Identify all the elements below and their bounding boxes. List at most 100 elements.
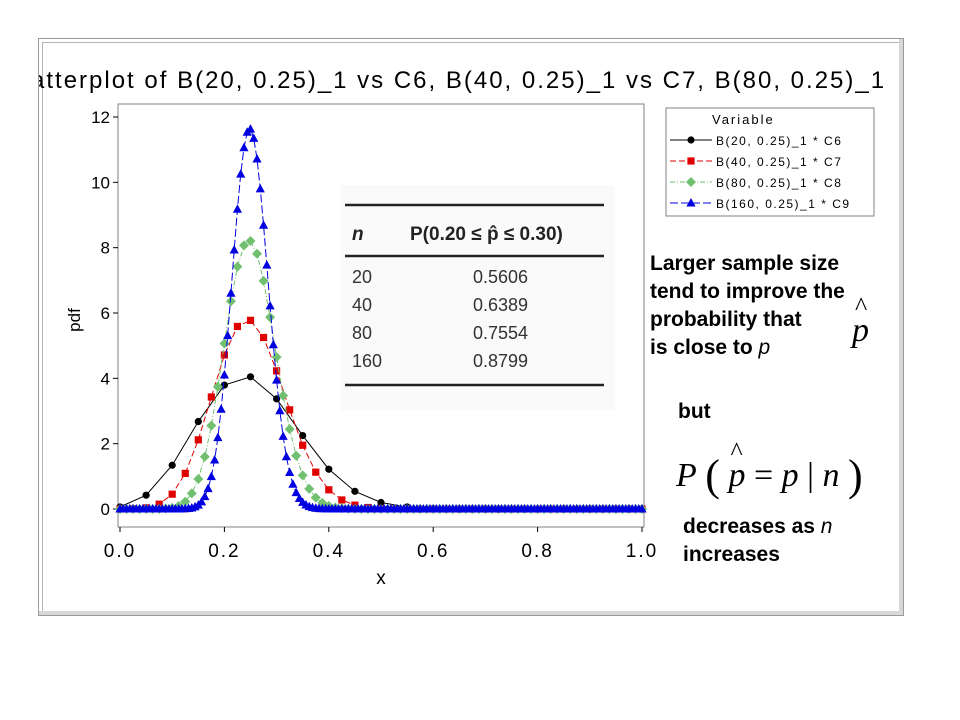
data-point-triangle	[262, 260, 272, 269]
x-tick-label: 0.4	[313, 541, 345, 562]
data-point-square	[233, 322, 242, 331]
data-point-triangle	[236, 169, 246, 178]
data-point-triangle	[291, 487, 301, 497]
data-point-diamond	[297, 470, 308, 481]
data-point-circle	[687, 136, 695, 144]
data-point-triangle	[200, 491, 210, 501]
x-axis-label: x	[376, 568, 386, 589]
data-point-diamond	[225, 296, 236, 307]
legend-entry-label: B(40, 0.25)_1 * C7	[716, 155, 842, 169]
x-tick-label: 0.0	[104, 541, 136, 562]
chart-panel-shadow-right	[899, 39, 903, 615]
annotation-line-4-var: p	[758, 336, 771, 359]
data-point-triangle	[219, 369, 229, 379]
formula-bar: |	[798, 457, 823, 494]
y-axis-label: pdf	[65, 308, 84, 332]
data-point-diamond	[304, 483, 315, 494]
data-point-triangle	[249, 133, 259, 142]
annotation-decreases: decreases as n increases	[683, 513, 832, 569]
formula-open-paren: (	[705, 451, 720, 500]
data-point-circle	[142, 491, 150, 499]
data-point-square	[194, 436, 202, 444]
formula-phat-hat: ^	[730, 437, 743, 466]
table-cell-prob: 0.5606	[473, 267, 528, 287]
table-cell-n: 20	[352, 267, 372, 287]
formula-phat: ^ p	[728, 437, 745, 495]
data-point-square	[168, 490, 176, 498]
legend-box	[665, 107, 875, 217]
legend-entry-label: B(80, 0.25)_1 * C8	[716, 176, 842, 190]
data-point-triangle	[275, 405, 285, 415]
annotation-line-2: tend to improve the	[650, 280, 845, 303]
y-tick-label: 12	[91, 108, 110, 127]
data-point-square	[259, 333, 268, 342]
x-tick-label: 0.8	[521, 541, 553, 562]
annotation-but: but	[678, 400, 711, 423]
data-point-triangle	[226, 288, 236, 297]
phat-hat: ^	[855, 292, 868, 321]
data-point-triangle	[216, 404, 226, 413]
data-point-diamond	[180, 496, 191, 507]
data-point-diamond	[252, 248, 263, 259]
probability-formula: P ( ^ p = p | n )	[676, 437, 863, 501]
table-header-prob: P(0.20 ≤ p̂ ≤ 0.30)	[410, 224, 563, 245]
y-tick-label: 8	[101, 239, 110, 258]
data-point-square	[299, 441, 307, 449]
formula-close-paren: )	[847, 451, 863, 500]
data-point-diamond	[238, 240, 249, 251]
data-point-triangle	[272, 375, 282, 384]
data-point-diamond	[686, 177, 696, 187]
phat-letter: p	[852, 312, 869, 349]
data-point-triangle	[229, 245, 239, 254]
formula-P: P	[676, 457, 697, 494]
data-point-triangle	[196, 496, 207, 506]
data-point-triangle	[223, 330, 233, 340]
legend-title: Variable	[712, 112, 775, 127]
table-header-n: n	[352, 224, 364, 245]
data-point-triangle	[239, 142, 249, 152]
formula-n: n	[822, 457, 840, 494]
data-point-diamond	[278, 390, 289, 401]
data-point-triangle	[210, 454, 220, 464]
data-point-triangle	[245, 124, 256, 133]
data-point-diamond	[232, 261, 243, 272]
data-point-triangle	[232, 204, 243, 213]
x-tick-label: 1.0	[626, 541, 658, 562]
formula-equals: =	[745, 457, 782, 494]
table-cell-n: 80	[352, 323, 372, 343]
legend-entry-label: B(20, 0.25)_1 * C6	[716, 134, 842, 148]
data-point-square	[273, 367, 281, 375]
data-point-diamond	[310, 492, 321, 503]
data-point-square	[286, 406, 294, 414]
data-point-diamond	[291, 450, 302, 461]
annotation-line-4: is close to p	[650, 334, 845, 362]
data-point-diamond	[258, 275, 269, 286]
data-point-triangle	[637, 504, 647, 513]
annotation-decreases-prefix: decreases as	[683, 515, 821, 538]
data-point-diamond	[199, 451, 210, 462]
data-point-circle	[246, 373, 255, 381]
x-tick-label: 0.6	[417, 541, 449, 562]
annotation-larger-sample: Larger sample size tend to improve the p…	[650, 250, 845, 362]
table-cell-prob: 0.7554	[473, 323, 528, 343]
annotation-line-1: Larger sample size	[650, 252, 840, 275]
series-160	[115, 124, 647, 513]
y-tick-label: 2	[101, 435, 110, 454]
probability-table: n P(0.20 ≤ p̂ ≤ 0.30) 20 0.5606 40 0.6389 80…	[340, 185, 615, 410]
data-point-diamond	[193, 474, 204, 485]
annotation-increases-line: increases	[683, 543, 780, 566]
data-point-square	[181, 469, 189, 478]
data-point-triangle	[285, 467, 295, 476]
table-cell-n: 160	[352, 351, 382, 371]
data-point-triangle	[281, 451, 291, 461]
y-tick-label: 6	[101, 304, 110, 323]
data-point-square	[325, 486, 333, 494]
annotation-line-3: probability that	[650, 308, 802, 331]
y-tick-label: 0	[101, 500, 110, 519]
data-point-triangle	[265, 300, 275, 310]
chart-panel-shadow-bottom	[39, 611, 903, 615]
data-point-diamond	[206, 420, 217, 431]
data-point-square	[207, 393, 215, 401]
data-point-triangle	[213, 432, 223, 442]
